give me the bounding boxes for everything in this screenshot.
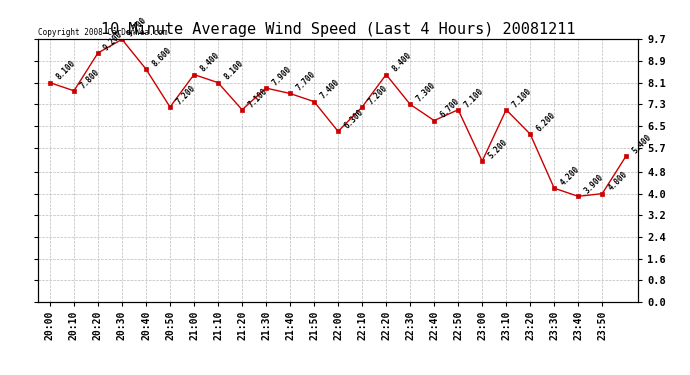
- Text: 7.900: 7.900: [270, 64, 293, 87]
- Text: Copyright 2008 CarDenWea.com: Copyright 2008 CarDenWea.com: [38, 28, 168, 37]
- Text: 4.200: 4.200: [558, 165, 581, 188]
- Text: 8.400: 8.400: [391, 51, 413, 74]
- Text: 6.700: 6.700: [438, 97, 461, 120]
- Text: 6.300: 6.300: [342, 108, 365, 130]
- Text: 7.200: 7.200: [174, 84, 197, 106]
- Text: 7.300: 7.300: [414, 81, 437, 104]
- Text: 7.100: 7.100: [246, 86, 269, 109]
- Text: 8.100: 8.100: [222, 59, 245, 82]
- Text: 7.800: 7.800: [78, 67, 101, 90]
- Text: 8.600: 8.600: [150, 46, 173, 68]
- Text: 9.700: 9.700: [126, 16, 149, 39]
- Text: 7.700: 7.700: [294, 70, 317, 93]
- Text: 8.100: 8.100: [54, 59, 77, 82]
- Text: 5.400: 5.400: [631, 132, 653, 155]
- Text: 7.100: 7.100: [462, 86, 485, 109]
- Text: 7.100: 7.100: [511, 86, 533, 109]
- Text: 5.200: 5.200: [486, 138, 509, 160]
- Text: 9.200: 9.200: [102, 29, 125, 52]
- Text: 4.000: 4.000: [607, 170, 629, 193]
- Text: 3.900: 3.900: [582, 173, 605, 195]
- Text: 8.400: 8.400: [198, 51, 221, 74]
- Text: 7.200: 7.200: [366, 84, 389, 106]
- Text: 6.200: 6.200: [534, 111, 557, 134]
- Text: 7.400: 7.400: [318, 78, 341, 101]
- Title: 10 Minute Average Wind Speed (Last 4 Hours) 20081211: 10 Minute Average Wind Speed (Last 4 Hou…: [101, 22, 575, 37]
